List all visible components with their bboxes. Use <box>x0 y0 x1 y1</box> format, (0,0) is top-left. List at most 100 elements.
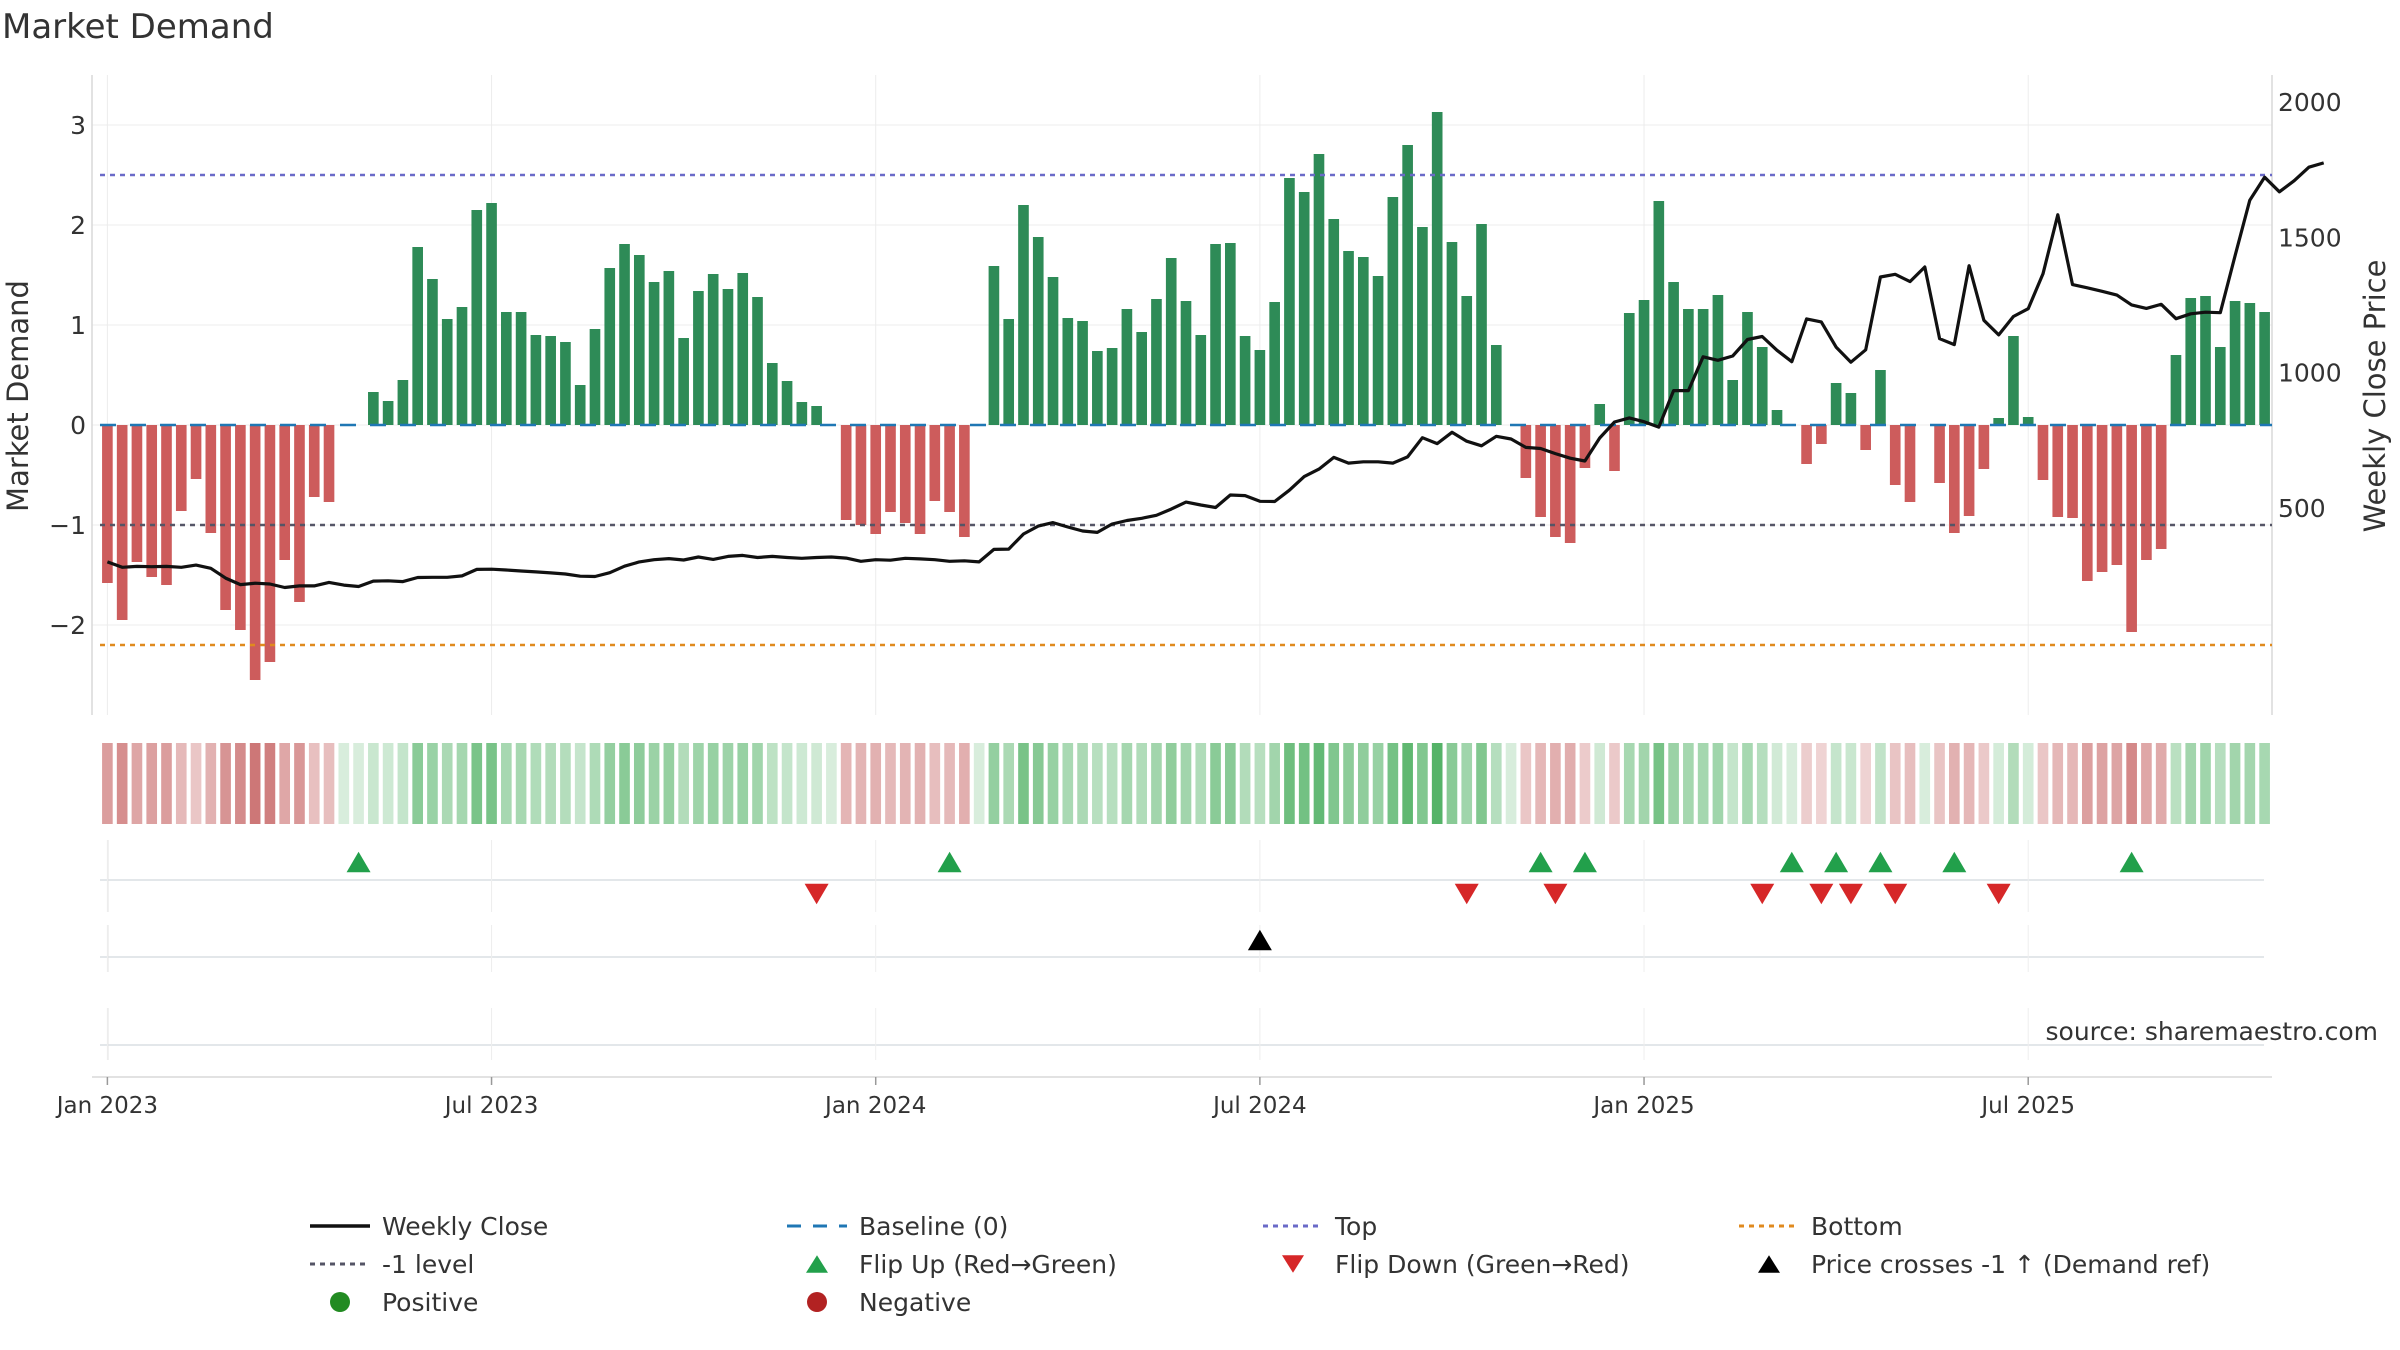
demand-bar <box>1328 219 1340 425</box>
heat-cell <box>1742 743 1753 824</box>
heat-cell <box>899 743 911 824</box>
heat-cell <box>2141 743 2152 824</box>
heat-cell <box>604 743 616 824</box>
heat-cell <box>1830 743 1842 824</box>
heat-cell <box>826 743 837 824</box>
heat-cell <box>781 743 793 824</box>
demand-bar <box>146 425 158 577</box>
flip-down-marker <box>1543 883 1568 905</box>
heat-cell <box>737 743 749 824</box>
heat-cell <box>1801 743 1812 824</box>
heat-cell <box>1978 743 1990 824</box>
demand-bar <box>2008 336 2019 425</box>
heat-cell <box>161 743 172 824</box>
heat-cell <box>1919 743 1931 824</box>
x-tick-label: Jan 2024 <box>823 1093 926 1119</box>
heat-cell <box>1771 743 1783 824</box>
heat-cell <box>1313 743 1325 824</box>
legend-swatch-flip-down <box>1282 1255 1304 1273</box>
heat-cell <box>574 743 586 824</box>
y2-tick-label: 1000 <box>2278 359 2342 388</box>
demand-bar <box>988 266 1000 425</box>
flip-up-marker <box>1868 851 1893 873</box>
demand-bar <box>766 363 778 425</box>
demand-bar <box>2185 298 2197 425</box>
x-tick-label: Jul 2025 <box>1979 1093 2075 1119</box>
heat-cell <box>1239 743 1251 824</box>
x-tick-label: Jul 2024 <box>1211 1093 1307 1119</box>
legend: Weekly Close Baseline (0) Top Bottom -1 leve… <box>310 1212 2210 1317</box>
heat-cell <box>988 743 1000 824</box>
demand-bar <box>1387 197 1399 425</box>
demand-bar <box>1756 347 1768 425</box>
heat-cell <box>294 743 305 824</box>
heat-cell <box>2200 743 2211 824</box>
demand-bar <box>1136 332 1147 425</box>
source-note: source: sharemaestro.com <box>2046 1017 2379 1046</box>
heat-cell <box>1889 743 1901 824</box>
heat-cell <box>678 743 689 824</box>
heat-cell <box>1077 743 1088 824</box>
heat-cell <box>1816 743 1827 824</box>
demand-bar <box>722 289 734 425</box>
demand-bar <box>530 335 542 425</box>
heat-cell <box>338 743 350 824</box>
demand-bar <box>2141 425 2152 560</box>
demand-bar <box>205 425 217 533</box>
flip-down-marker <box>1809 883 1834 905</box>
price-cross-marker <box>1247 929 1272 951</box>
flip-down-marker <box>1883 883 1908 905</box>
heat-cell <box>1579 743 1591 824</box>
demand-bar <box>574 385 586 425</box>
demand-bar <box>294 425 305 602</box>
heat-cell <box>1594 743 1606 824</box>
heat-cell <box>885 743 896 824</box>
demand-bar <box>899 425 911 523</box>
price-series <box>106 161 2325 590</box>
heat-cell <box>501 743 512 824</box>
demand-bar <box>1180 301 1192 425</box>
heat-cell <box>175 743 187 824</box>
heat-cell <box>707 743 719 824</box>
heat-cell <box>1623 743 1635 824</box>
demand-bar <box>2037 425 2049 480</box>
demand-bar <box>663 271 675 425</box>
demand-bar <box>1446 242 1458 425</box>
demand-bar <box>397 380 409 425</box>
heat-cell <box>2244 743 2256 824</box>
y2-tick-label: 1500 <box>2278 223 2342 252</box>
demand-bar <box>648 282 660 425</box>
heat-cell <box>515 743 527 824</box>
heat-cell <box>1018 743 1029 824</box>
demand-bar <box>116 425 128 620</box>
y2-tick-label: 2000 <box>2278 88 2342 117</box>
heat-cell <box>249 743 261 824</box>
demand-bar <box>1978 425 1990 469</box>
demand-bar <box>1535 425 1546 517</box>
demand-bar <box>161 425 172 585</box>
x-tick-label: Jan 2025 <box>1591 1093 1694 1119</box>
demand-bar <box>796 402 808 425</box>
heat-cell <box>323 743 335 824</box>
flip-up-marker <box>937 851 962 873</box>
legend-label-minus-one: -1 level <box>382 1250 474 1279</box>
heat-cell <box>1727 743 1739 824</box>
flip-down-marker <box>1986 883 2011 905</box>
heat-cell <box>1402 743 1413 824</box>
legend-label-positive: Positive <box>382 1288 478 1317</box>
heat-cell <box>1963 743 1975 824</box>
demand-bar <box>1077 321 1088 425</box>
demand-bar <box>264 425 276 662</box>
demand-bar <box>131 425 143 562</box>
heat-cell <box>1786 743 1798 824</box>
demand-bar <box>175 425 187 511</box>
heat-cell <box>1697 743 1709 824</box>
heat-cell <box>1136 743 1147 824</box>
signal-panels <box>92 840 2272 1078</box>
heat-cell <box>1032 743 1044 824</box>
y-tick-label: −2 <box>49 611 86 640</box>
heat-cell <box>1875 743 1886 824</box>
legend-label-flip-down: Flip Down (Green→Red) <box>1335 1250 1630 1279</box>
heat-cell <box>397 743 409 824</box>
demand-bar <box>2170 355 2182 425</box>
